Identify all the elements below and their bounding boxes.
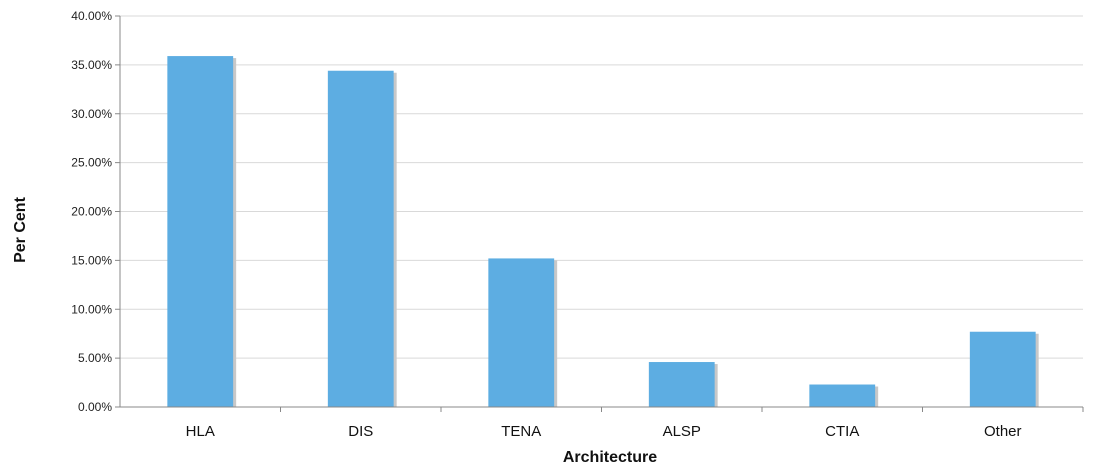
x-tick-labels: HLA DIS TENA ALSP CTIA Other (186, 407, 1084, 440)
bars (167, 56, 1039, 408)
x-tick-label: TENA (501, 423, 541, 440)
x-tick-label: DIS (348, 423, 373, 440)
bar-alsp (648, 362, 715, 407)
y-tick-label: 0.00% (78, 400, 112, 414)
y-tick-label: 35.00% (71, 58, 112, 72)
bar-dis (327, 70, 394, 408)
y-tick-label: 25.00% (71, 156, 112, 170)
y-tick-label: 10.00% (71, 302, 112, 316)
x-axis-title: Architecture (563, 449, 657, 465)
y-tick-label: 40.00% (71, 9, 112, 23)
x-tick-label: HLA (186, 423, 215, 440)
x-tick-label: Other (984, 423, 1022, 440)
x-tick-label: ALSP (663, 423, 701, 440)
y-axis-title: Per Cent (12, 196, 29, 262)
bar-other (969, 331, 1036, 407)
gridlines (120, 15, 1083, 359)
bar-hla (167, 56, 234, 407)
y-tick-label: 30.00% (71, 107, 112, 121)
y-tick-label: 15.00% (71, 253, 112, 267)
y-tick-label: 20.00% (71, 205, 112, 219)
bar-ctia (809, 384, 876, 407)
x-tick-label: CTIA (825, 423, 859, 440)
y-tick-labels: 0.00% 5.00% 10.00% 15.00% 20.00% 25.00% 30.00%… (71, 9, 120, 414)
y-tick-label: 5.00% (78, 351, 112, 365)
bar-tena (488, 258, 555, 407)
